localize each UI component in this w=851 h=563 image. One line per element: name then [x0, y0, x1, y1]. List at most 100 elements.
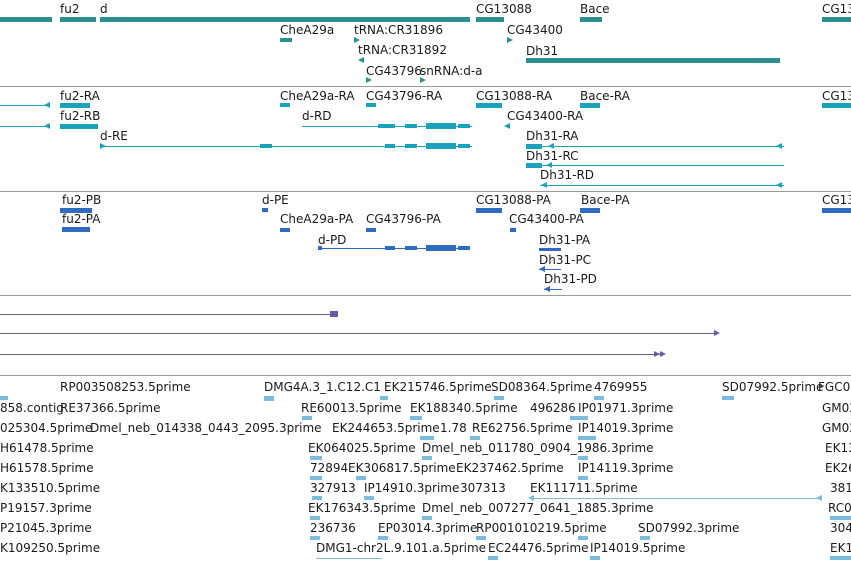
gene-bar-CheA29a[interactable] [280, 38, 292, 42]
transcript-label[interactable]: fu2-RB [60, 109, 101, 123]
transcript-label[interactable]: Dh31-RA [526, 129, 579, 143]
est-label[interactable]: EP03014.3prime [378, 521, 478, 535]
est-label[interactable]: 1.78 [440, 421, 467, 435]
gene-bar-Bace[interactable] [580, 17, 602, 22]
protein-bar[interactable] [405, 246, 417, 250]
gene-bar-CG13[interactable] [822, 17, 851, 22]
transcript-exon[interactable] [385, 144, 395, 148]
est-label[interactable]: 72894 [310, 461, 349, 475]
est-feature[interactable] [488, 556, 498, 560]
est-label[interactable]: EK26 [825, 461, 851, 475]
protein-bar[interactable] [426, 245, 456, 251]
protein-label[interactable]: CG13088-PA [476, 193, 551, 207]
transcript-exon[interactable] [458, 124, 470, 128]
gene-label[interactable]: CG43400 [507, 23, 563, 37]
protein-label[interactable]: d-PE [262, 193, 289, 207]
est-label[interactable]: K109250.5prime [0, 541, 101, 555]
est-feature[interactable] [410, 416, 422, 420]
est-feature[interactable] [264, 396, 274, 401]
gene-label[interactable]: CG13 [822, 2, 851, 16]
est-feature[interactable] [578, 456, 588, 460]
gene-label[interactable]: CheA29a [280, 23, 335, 37]
est-feature[interactable] [578, 476, 588, 480]
protein-bar[interactable] [262, 208, 268, 212]
est-label[interactable]: DMG4A.3_1.C12.C1 [264, 380, 381, 394]
transcript-exon[interactable] [426, 123, 456, 129]
est-label[interactable]: 3813 [830, 481, 851, 495]
protein-bar[interactable] [476, 208, 502, 213]
protein-bar[interactable] [458, 246, 470, 250]
gene-label[interactable]: snRNA:d-a [420, 64, 483, 78]
est-label[interactable]: EK237462.5prime [456, 461, 564, 475]
est-label[interactable]: Dmel_neb_007277_0641_1885.3prime [422, 501, 654, 515]
transcript-exon[interactable] [405, 144, 417, 148]
protein-bar[interactable] [62, 227, 90, 232]
est-feature[interactable] [578, 536, 588, 540]
est-feature-line[interactable] [530, 498, 820, 499]
est-label[interactable]: EK306817.5prime [348, 461, 456, 475]
est-feature[interactable] [310, 516, 320, 520]
est-label[interactable]: H61578.5prime [0, 461, 94, 475]
est-label[interactable]: H61478.5prime [0, 441, 94, 455]
est-label[interactable]: FGC0 [818, 380, 851, 394]
transcript-label[interactable]: CG43796-RA [366, 89, 443, 103]
est-feature[interactable] [302, 416, 312, 420]
transcript-exon[interactable] [378, 124, 386, 128]
est-label[interactable]: 236736 [310, 521, 356, 535]
transcript-label[interactable]: CG13088-RA [476, 89, 553, 103]
protein-label[interactable]: fu2-PB [62, 193, 102, 207]
est-feature[interactable] [312, 496, 322, 500]
transcript-label[interactable]: Dh31-RC [526, 149, 579, 163]
gene-label[interactable]: d [100, 2, 108, 16]
gene-bar-fu2[interactable] [60, 17, 96, 22]
protein-label[interactable]: d-PD [318, 233, 347, 247]
protein-label[interactable]: Bace-PA [581, 193, 630, 207]
gene-bar-d[interactable] [100, 17, 470, 22]
est-feature[interactable] [640, 536, 650, 540]
protein-bar[interactable] [385, 246, 395, 250]
est-feature[interactable] [310, 476, 322, 480]
est-label[interactable]: IP14910.3prime [364, 481, 460, 495]
est-feature[interactable] [594, 396, 604, 400]
transcript-exon[interactable] [260, 144, 272, 148]
gene-bar-CG13088[interactable] [476, 17, 504, 22]
est-feature[interactable] [494, 396, 504, 400]
est-label[interactable]: Dmel_neb_014338_0443_2095.3prime [90, 421, 322, 435]
est-label[interactable]: 327913 [310, 481, 356, 495]
transcript-label[interactable]: CheA29a-RA [280, 89, 355, 103]
protein-label[interactable]: Dh31-PD [544, 272, 597, 286]
protein-label[interactable]: CG43400-PA [509, 212, 584, 226]
transcript-label[interactable]: fu2-RA [60, 89, 100, 103]
est-label[interactable]: IP14119.3prime [578, 461, 674, 475]
transcript-exon[interactable] [280, 103, 290, 107]
est-label[interactable]: RP003508253.5prime [60, 380, 191, 394]
transcript-label[interactable]: Dh31-RD [540, 168, 595, 182]
alignment-line[interactable] [0, 314, 336, 315]
est-feature[interactable] [470, 436, 480, 440]
est-label[interactable]: EK13 [825, 441, 851, 455]
est-label[interactable]: 4769955 [594, 380, 648, 394]
gene-label[interactable]: Dh31 [526, 44, 559, 58]
est-feature[interactable] [378, 536, 388, 540]
est-label[interactable]: GM02 [822, 401, 851, 415]
transcript-label[interactable]: CG43400-RA [507, 109, 584, 123]
est-feature[interactable] [830, 556, 851, 560]
alignment-block[interactable] [330, 311, 338, 317]
protein-label[interactable]: CG13 [822, 193, 851, 207]
est-feature[interactable] [476, 536, 486, 540]
est-feature[interactable] [0, 396, 8, 400]
transcript-exon[interactable] [60, 103, 90, 108]
est-label[interactable]: EK215746.5prime [384, 380, 492, 394]
est-label[interactable]: RE62756.5prime [472, 421, 573, 435]
est-label[interactable]: SD07992.5prime [722, 380, 824, 394]
transcript-label[interactable]: CG13 [822, 89, 851, 103]
est-feature-line[interactable] [316, 558, 382, 559]
protein-label[interactable]: CheA29a-PA [280, 212, 354, 226]
est-label[interactable]: RP001010219.5prime [476, 521, 607, 535]
est-feature[interactable] [422, 456, 432, 460]
est-label[interactable]: RE37366.5prime [60, 401, 161, 415]
transcript-exon[interactable] [458, 144, 470, 148]
protein-label[interactable]: CG43796-PA [366, 212, 441, 226]
est-label[interactable]: P21045.3prime [0, 521, 92, 535]
est-feature[interactable] [310, 456, 322, 460]
